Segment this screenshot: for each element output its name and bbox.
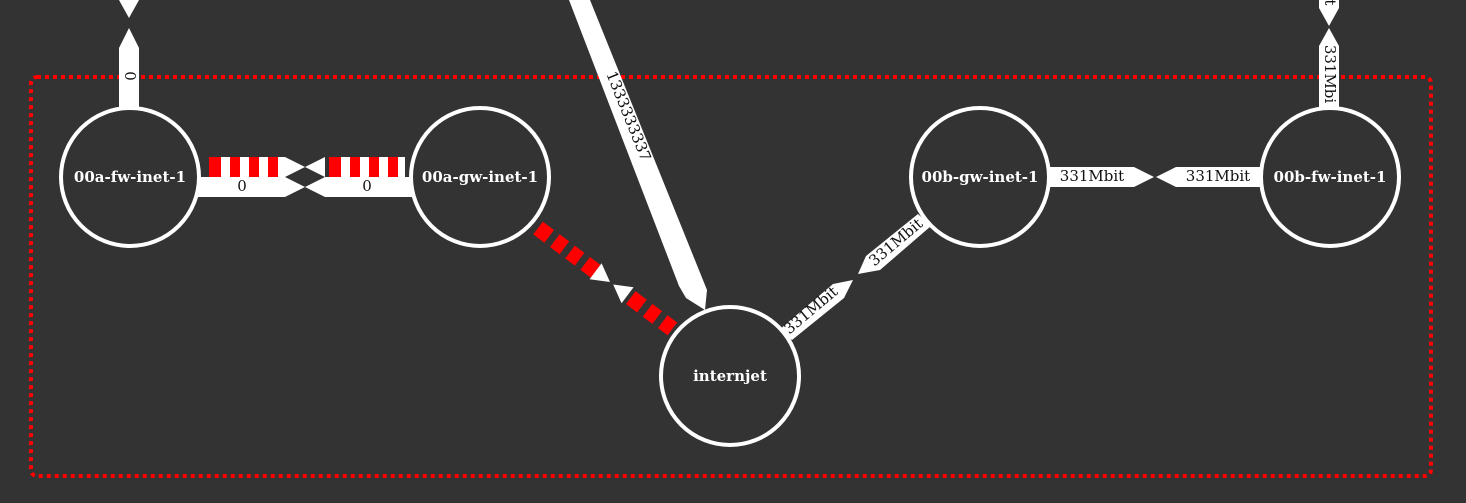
- group-border: [29, 75, 1433, 478]
- edge-fw-a-gw-a-down: [209, 157, 405, 177]
- edge-gw-a-hub-down: [533, 221, 694, 348]
- edge-label-gw-b-to-hub: 331Mbit: [865, 215, 926, 270]
- node-hub[interactable]: internjet: [659, 305, 801, 447]
- edge-label-gw-b-to-fw-b: 331Mbit: [1060, 167, 1124, 185]
- edge-label-hub-to-gw-b: 331Mbit: [780, 283, 841, 338]
- node-gw-a[interactable]: 00a-gw-inet-1: [409, 106, 551, 248]
- node-label-gw-a: 00a-gw-inet-1: [422, 168, 538, 186]
- node-gw-b[interactable]: 00b-gw-inet-1: [909, 106, 1051, 248]
- edge-label-gw-a-to-fw-a: 0: [362, 177, 372, 195]
- node-label-hub: internjet: [693, 367, 767, 385]
- node-fw-a[interactable]: 00a-fw-inet-1: [59, 106, 201, 248]
- edge-label-fw-a-to-gw-a: 0: [237, 177, 247, 195]
- node-label-fw-b: 00b-fw-inet-1: [1274, 168, 1387, 186]
- edge-fw-b-up: 331Mbi it: [1319, 0, 1339, 108]
- edge-hub-gw-b: 331Mbit 331Mbit: [779, 214, 931, 340]
- edge-gw-b-fw-b: 331Mbit 331Mbit: [1048, 167, 1262, 187]
- edge-label-fw-b-up-lower: 331Mbi: [1321, 45, 1339, 104]
- edge-label-fw-a-up: 0: [121, 71, 139, 81]
- node-fw-b[interactable]: 00b-fw-inet-1: [1259, 106, 1401, 248]
- node-label-fw-a: 00a-fw-inet-1: [74, 168, 186, 186]
- edge-fw-a-up: 0: [119, 0, 139, 108]
- edge-label-fw-b-to-gw-b: 331Mbit: [1186, 167, 1250, 185]
- edge-label-fw-b-up-upper: it: [1321, 0, 1339, 5]
- node-label-gw-b: 00b-gw-inet-1: [922, 168, 1039, 186]
- edge-fw-a-gw-a: 0 0: [198, 177, 412, 197]
